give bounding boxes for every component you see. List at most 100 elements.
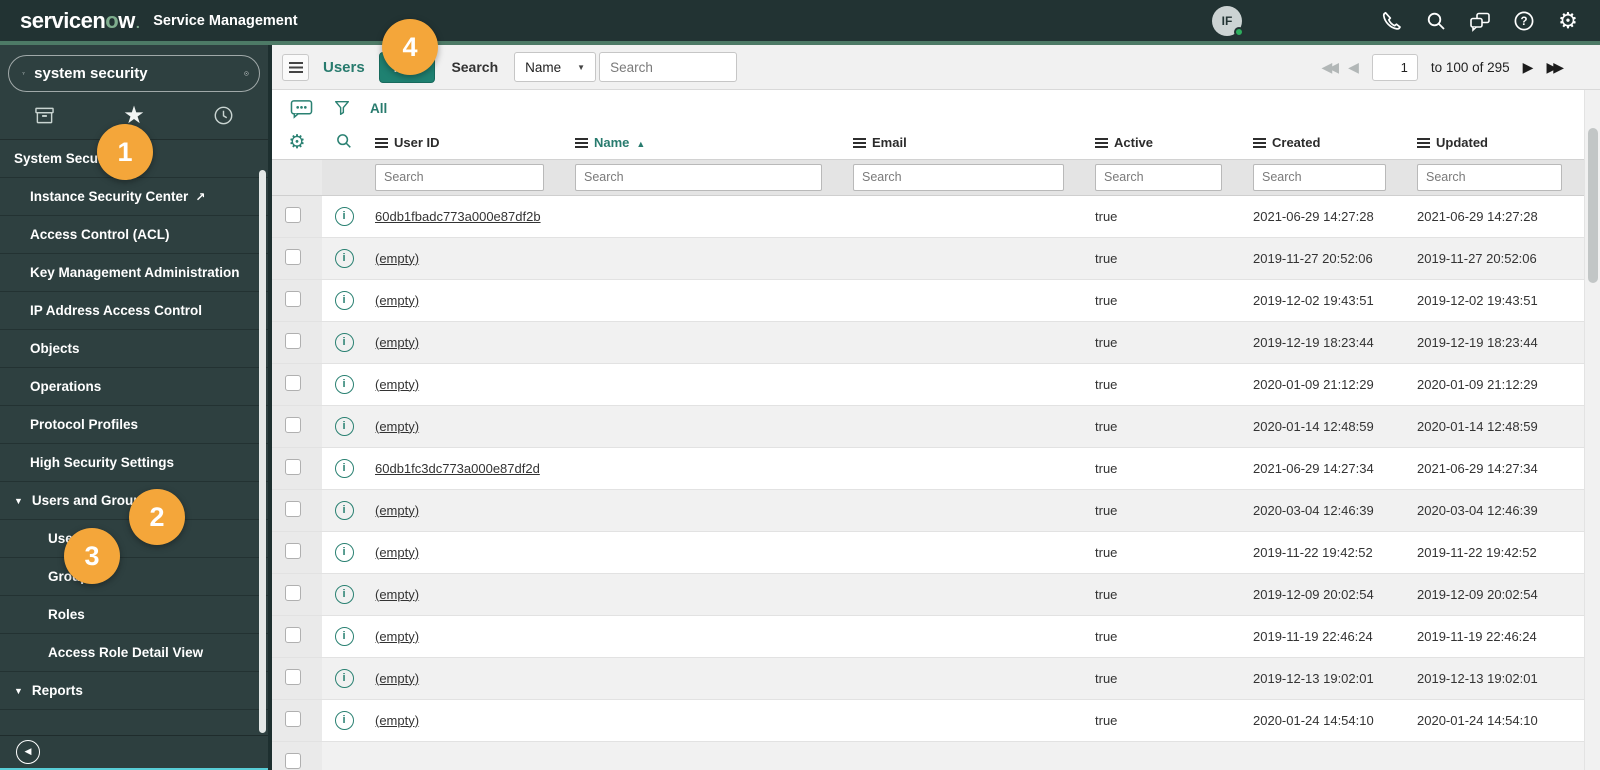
column-filter-input-email[interactable] — [853, 163, 1064, 191]
navigator-filter[interactable] — [8, 55, 260, 92]
user-id-link[interactable]: (empty) — [375, 292, 420, 308]
previous-page-button[interactable]: ◀ — [1348, 59, 1359, 75]
info-icon[interactable]: i — [334, 290, 354, 310]
column-context-menu-icon[interactable] — [1095, 137, 1108, 148]
column-header-updated[interactable]: Updated — [1408, 126, 1584, 159]
sidebar-item-access-control-acl[interactable]: Access Control (ACL) — [0, 216, 268, 254]
user-id-link[interactable]: (empty) — [375, 250, 420, 266]
info-icon[interactable]: i — [334, 710, 354, 730]
column-context-menu-icon[interactable] — [375, 137, 388, 148]
column-filter-input-name[interactable] — [575, 163, 822, 191]
column-context-menu-icon[interactable] — [1253, 137, 1266, 148]
column-filter-input-created[interactable] — [1253, 163, 1386, 191]
row-checkbox[interactable] — [285, 542, 301, 559]
info-icon[interactable]: i — [334, 206, 354, 226]
page-number-input[interactable] — [1371, 53, 1418, 81]
info-icon[interactable]: i — [334, 458, 354, 478]
row-checkbox[interactable] — [285, 458, 301, 475]
tab-favorites[interactable]: ★ — [89, 103, 178, 128]
navigator-filter-input[interactable] — [34, 65, 236, 82]
clear-filter-icon[interactable] — [244, 62, 249, 85]
sidebar-scrollbar[interactable] — [259, 170, 266, 733]
sidebar-item-key-management-administration[interactable]: Key Management Administration — [0, 254, 268, 292]
settings-gear-icon[interactable]: ⚙ — [1558, 7, 1578, 33]
row-checkbox[interactable] — [285, 626, 301, 643]
row-checkbox[interactable] — [285, 248, 301, 265]
user-id-link[interactable]: (empty) — [375, 544, 420, 560]
phone-icon[interactable] — [1380, 9, 1404, 33]
column-header-user-id[interactable]: User ID — [366, 126, 566, 159]
list-chat-icon[interactable] — [289, 98, 314, 119]
user-id-link[interactable]: (empty) — [375, 376, 420, 392]
list-scrollbar-thumb[interactable] — [1588, 128, 1598, 283]
last-page-button[interactable]: ▶▶ — [1546, 59, 1563, 75]
next-page-button[interactable]: ▶ — [1522, 59, 1534, 75]
user-id-link[interactable]: (empty) — [375, 712, 420, 728]
sidebar-item-groups[interactable]: Groups — [0, 558, 268, 596]
column-header-name[interactable]: Name ▲ — [566, 126, 844, 159]
row-checkbox[interactable] — [285, 206, 301, 223]
row-checkbox[interactable] — [285, 668, 301, 685]
sidebar-item-reports[interactable]: ▼ Reports — [0, 672, 268, 710]
sidebar-item-operations[interactable]: Operations — [0, 368, 268, 406]
user-id-link[interactable]: (empty) — [375, 670, 420, 686]
first-page-button[interactable]: ◀◀ — [1321, 59, 1339, 75]
row-checkbox[interactable] — [285, 332, 301, 349]
user-id-link[interactable]: (empty) — [375, 334, 420, 350]
user-id-link[interactable]: (empty) — [375, 502, 420, 518]
info-icon[interactable]: i — [334, 668, 354, 688]
row-checkbox[interactable] — [285, 500, 301, 517]
column-search-icon[interactable] — [335, 132, 353, 150]
sidebar-item-protocol-profiles[interactable]: Protocol Profiles — [0, 406, 268, 444]
column-header-active[interactable]: Active — [1086, 126, 1244, 159]
user-id-link[interactable]: (empty) — [375, 586, 420, 602]
list-scrollbar[interactable] — [1584, 90, 1600, 770]
user-id-link[interactable]: 60db1fbadc773a000e87df2b — [375, 208, 541, 224]
user-id-link[interactable]: 60db1fc3dc773a000e87df2d — [375, 460, 540, 476]
column-filter-input-active[interactable] — [1095, 163, 1222, 191]
chat-icon[interactable] — [1468, 9, 1492, 33]
column-filter-input-user-id[interactable] — [375, 163, 544, 191]
row-checkbox[interactable] — [285, 290, 301, 307]
info-icon[interactable]: i — [334, 416, 354, 436]
row-checkbox[interactable] — [285, 710, 301, 727]
column-context-menu-icon[interactable] — [575, 137, 588, 148]
column-context-menu-icon[interactable] — [1417, 137, 1430, 148]
personalize-list-gear-icon[interactable]: ⚙ — [288, 131, 306, 153]
list-title[interactable]: Users — [323, 58, 365, 76]
breadcrumb-all[interactable]: All — [370, 100, 388, 116]
info-icon[interactable]: i — [334, 248, 354, 268]
sidebar-item-instance-security-center[interactable]: Instance Security Center ↗ — [0, 178, 268, 216]
breadcrumb-filter-icon[interactable] — [333, 99, 351, 117]
sidebar-item-access-role-detail-view[interactable]: Access Role Detail View — [0, 634, 268, 672]
row-checkbox[interactable] — [285, 374, 301, 391]
list-context-menu-button[interactable] — [282, 53, 309, 81]
column-filter-input-updated[interactable] — [1417, 163, 1562, 191]
search-column-select[interactable]: Name ▼ — [514, 52, 597, 82]
column-context-menu-icon[interactable] — [853, 137, 866, 148]
sidebar-item-high-security-settings[interactable]: High Security Settings — [0, 444, 268, 482]
tab-history[interactable] — [179, 105, 268, 126]
sidebar-item-objects[interactable]: Objects — [0, 330, 268, 368]
info-icon[interactable]: i — [334, 500, 354, 520]
column-header-email[interactable]: Email — [844, 126, 1086, 159]
user-id-link[interactable]: (empty) — [375, 628, 420, 644]
info-icon[interactable]: i — [334, 626, 354, 646]
collapse-sidebar-button[interactable]: ◀ — [16, 739, 40, 764]
sidebar-item-roles[interactable]: Roles — [0, 596, 268, 634]
row-checkbox[interactable] — [285, 584, 301, 601]
list-search-input[interactable] — [599, 52, 738, 82]
row-checkbox[interactable] — [285, 416, 301, 433]
search-button[interactable]: Search — [451, 59, 499, 75]
column-header-created[interactable]: Created — [1244, 126, 1408, 159]
info-icon[interactable]: i — [334, 542, 354, 562]
help-icon[interactable]: ? — [1512, 9, 1536, 33]
info-icon[interactable]: i — [334, 374, 354, 394]
avatar[interactable]: IF — [1212, 5, 1244, 37]
row-checkbox[interactable] — [285, 752, 301, 769]
user-id-link[interactable]: (empty) — [375, 418, 420, 434]
tab-all-applications[interactable] — [0, 106, 89, 125]
sidebar-item-ip-address-access-control[interactable]: IP Address Access Control — [0, 292, 268, 330]
info-icon[interactable]: i — [334, 332, 354, 352]
info-icon[interactable]: i — [334, 584, 354, 604]
